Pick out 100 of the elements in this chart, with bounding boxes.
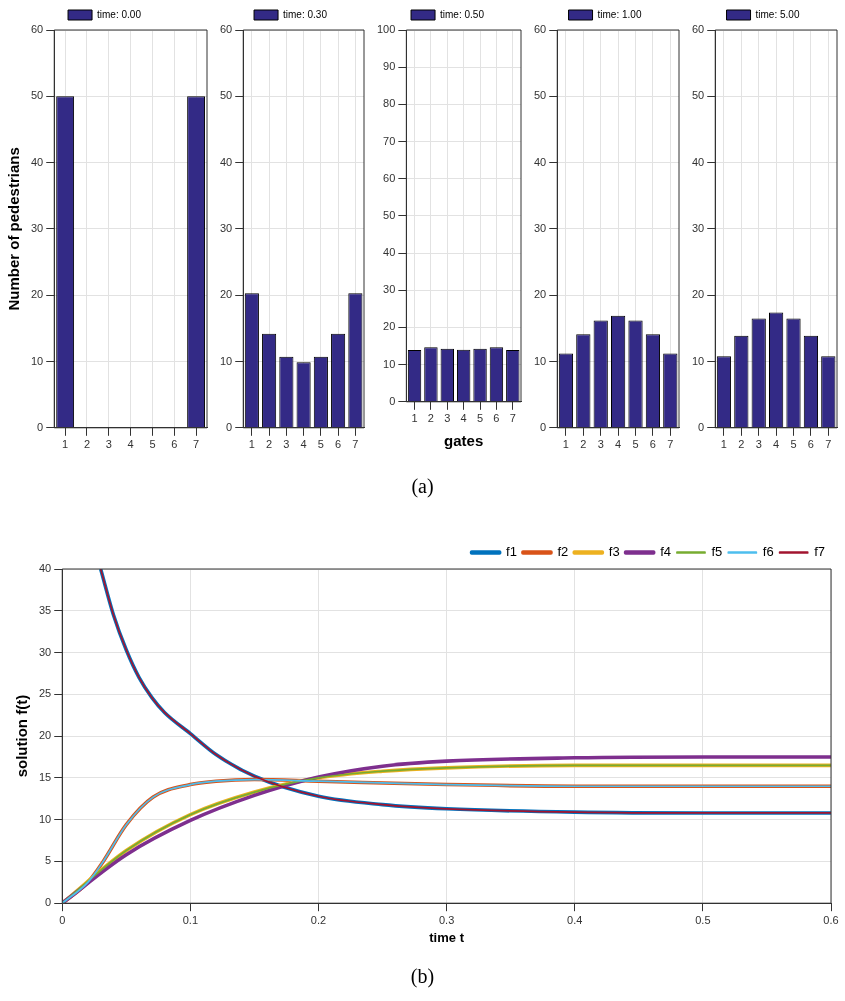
x-tick-label: 7 [509,412,516,425]
y-tick-label: 0 [37,420,44,433]
x-tick-label: 1 [248,438,255,451]
y-tick-label: 40 [38,562,52,575]
y-tick-label: 30 [533,221,547,234]
x-tick-label: 6 [649,438,656,451]
x-tick-label: 1 [411,412,418,425]
x-tick-label: 6 [335,438,342,451]
x-tick-label: 5 [632,438,639,451]
legend-label: time: 5.00 [755,8,800,20]
y-tick-label: 0 [226,420,233,433]
x-tick-label: 5 [790,438,797,451]
legend-label: f5 [711,544,723,560]
x-tick-label: 2 [738,438,745,451]
x-tick-label: 6 [493,412,500,425]
x-tick-label: 3 [755,438,762,451]
y-tick-label: 50 [691,89,705,102]
x-tick-label: 0.3 [438,913,455,926]
y-tick-label: 60 [691,23,705,36]
legend-label: f2 [557,544,569,560]
y-tick-label: 0 [389,394,396,407]
x-tick-label: 4 [615,438,622,451]
x-tick-label: 3 [105,438,112,451]
x-tick-label: 0.4 [567,913,583,926]
y-axis-title: Number of pedestrians [5,147,23,311]
y-tick-label: 20 [219,288,233,301]
x-tick-label: 0.5 [695,913,711,926]
legend-label: f4 [660,544,671,560]
y-tick-label: 70 [383,134,396,147]
y-tick-label: 50 [383,208,396,221]
y-tick-label: 10 [38,812,52,825]
y-tick-label: 20 [533,288,547,301]
x-tick-label: 7 [825,438,832,451]
y-tick-label: 30 [691,221,705,234]
text: (b) [409,965,436,988]
legend-label: time: 0.00 [97,8,142,20]
y-tick-label: 30 [30,221,44,234]
y-tick-label: 5 [45,854,52,867]
y-tick-label: 50 [30,89,44,102]
y-tick-label: 30 [383,283,396,296]
x-tick-label: 1 [720,438,727,451]
x-tick-label: 0.2 [310,913,327,926]
y-tick-label: 20 [38,729,52,742]
y-tick-label: 10 [383,357,396,370]
x-tick-label: 2 [427,412,434,425]
y-tick-label: 60 [219,23,233,36]
y-tick-label: 40 [383,246,396,259]
x-tick-label: 3 [444,412,451,425]
y-tick-label: 80 [383,97,396,110]
y-tick-label: 60 [533,23,547,36]
y-tick-label: 60 [30,23,44,36]
x-tick-label: 1 [62,438,69,451]
x-tick-label: 5 [476,412,484,425]
legend-label: time: 0.50 [440,8,485,20]
y-tick-label: 50 [219,89,233,102]
x-axis-title: time t [429,929,465,945]
legend-label: f6 [762,544,774,560]
legend-label: f3 [608,544,620,560]
x-tick-label: 3 [283,438,290,451]
y-tick-label: 25 [38,687,52,700]
x-tick-label: 6 [171,438,178,451]
y-tick-label: 40 [30,155,44,168]
y-tick-label: 10 [533,354,547,367]
y-tick-label: 10 [691,354,705,367]
y-axis-title: solution f(t) [13,694,31,778]
legend-label: f7 [814,544,825,560]
x-tick-label: 7 [667,438,674,451]
x-tick-label: 2 [266,438,273,451]
y-tick-label: 0 [45,896,52,909]
y-tick-label: 40 [533,155,547,168]
y-tick-label: 20 [691,288,705,301]
x-tick-label: 4 [773,438,780,451]
x-tick-label: 2 [83,438,91,451]
legend-label: f1 [506,544,517,560]
x-tick-label: 5 [149,438,156,451]
y-tick-label: 100 [376,23,396,36]
y-tick-label: 30 [38,645,52,658]
x-tick-label: 7 [352,438,359,451]
y-tick-label: 10 [30,354,44,367]
x-tick-label: 4 [127,438,134,451]
x-tick-label: 5 [317,438,324,451]
y-tick-label: 30 [219,221,233,234]
y-tick-label: 20 [383,320,396,333]
x-tick-label: 7 [193,438,200,451]
y-tick-label: 10 [219,354,233,367]
y-tick-label: 40 [219,155,233,168]
text: (a) [410,475,435,498]
y-tick-label: 0 [698,420,705,433]
x-tick-label: 3 [597,438,604,451]
x-tick-label: 4 [300,438,307,451]
y-tick-label: 50 [533,89,547,102]
x-tick-label: 0.6 [823,913,839,926]
x-tick-label: 0 [59,913,66,926]
x-tick-label: 4 [460,412,467,425]
y-tick-label: 20 [30,288,44,301]
x-tick-label: 0.1 [182,913,199,926]
y-tick-label: 90 [383,60,396,73]
y-tick-label: 0 [540,420,547,433]
x-tick-label: 6 [807,438,814,451]
y-tick-label: 15 [38,770,52,783]
